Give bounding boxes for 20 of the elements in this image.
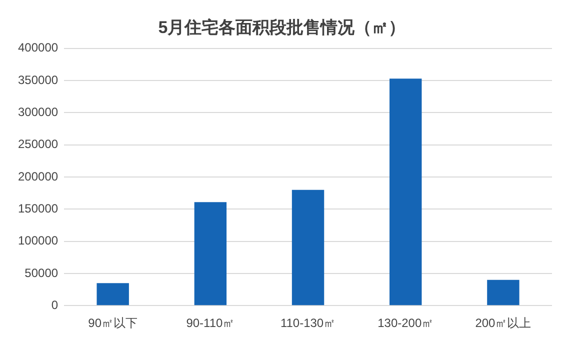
x-tick-label: 110-130㎡ [280, 316, 336, 330]
y-tick-label: 150000 [18, 201, 58, 216]
y-tick-label: 0 [51, 298, 58, 312]
bar [390, 78, 422, 306]
bar [487, 280, 520, 306]
bar [96, 283, 129, 306]
chart-title: 5月住宅各面积段批售情况（㎡） [158, 18, 406, 37]
y-tick-label: 100000 [18, 234, 58, 248]
x-tick-label: 90-110㎡ [186, 316, 235, 330]
y-tick-label: 250000 [18, 137, 58, 152]
y-tick-label: 300000 [18, 105, 58, 120]
bar [194, 202, 227, 306]
bar [292, 190, 324, 306]
x-tick-label: 200㎡以上 [475, 316, 532, 330]
y-tick-label: 200000 [18, 169, 58, 184]
y-tick-label: 50000 [24, 266, 58, 280]
y-tick-label: 350000 [18, 72, 58, 87]
x-tick-label: 90㎡以下 [88, 316, 138, 330]
y-tick-label: 400000 [18, 40, 58, 55]
x-tick-label: 130-200㎡ [378, 316, 434, 330]
